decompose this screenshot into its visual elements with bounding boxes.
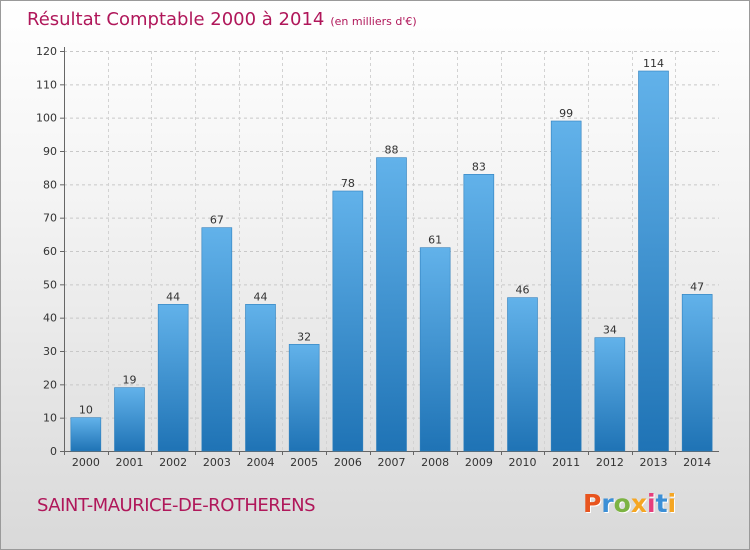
value-label-2006: 78 bbox=[341, 177, 355, 190]
y-tick-label: 40 bbox=[43, 312, 57, 325]
y-tick-label: 120 bbox=[36, 45, 57, 58]
x-tick-label-2012: 2012 bbox=[596, 456, 624, 469]
logo-letter: i bbox=[647, 489, 656, 518]
y-tick-label: 60 bbox=[43, 245, 57, 258]
value-label-2007: 88 bbox=[385, 144, 399, 157]
logo-letter: r bbox=[601, 489, 614, 518]
x-tick-label-2006: 2006 bbox=[334, 456, 362, 469]
x-tick-label-2003: 2003 bbox=[203, 456, 231, 469]
bar-2014 bbox=[681, 294, 713, 452]
value-label-2005: 32 bbox=[297, 330, 311, 343]
value-label-2002: 44 bbox=[166, 290, 180, 303]
value-label-2013: 114 bbox=[643, 57, 664, 70]
bars bbox=[70, 70, 713, 452]
value-label-2009: 83 bbox=[472, 160, 486, 173]
bar-2008 bbox=[419, 247, 451, 452]
y-tick-label: 80 bbox=[43, 178, 57, 191]
bar-2011 bbox=[550, 120, 582, 452]
value-label-2010: 46 bbox=[516, 284, 530, 297]
bar-2001 bbox=[114, 387, 145, 452]
value-label-2012: 34 bbox=[603, 324, 617, 337]
y-tick-label: 30 bbox=[43, 345, 57, 358]
x-tick-label-2013: 2013 bbox=[640, 456, 668, 469]
bar-2010 bbox=[507, 297, 538, 452]
x-tick-label-2005: 2005 bbox=[290, 456, 318, 469]
chart-title: Résultat Comptable 2000 à 2014 (en millie… bbox=[27, 9, 417, 30]
x-tick-label-2002: 2002 bbox=[159, 456, 187, 469]
y-tick-label: 50 bbox=[43, 278, 57, 291]
bar-2012 bbox=[594, 337, 626, 452]
value-label-2001: 19 bbox=[123, 374, 137, 387]
proxiti-logo: Proxiti bbox=[583, 489, 676, 518]
y-tick-label: 70 bbox=[43, 212, 57, 225]
bar-2006 bbox=[332, 190, 364, 452]
bar-2005 bbox=[288, 344, 320, 452]
value-label-2008: 61 bbox=[428, 234, 442, 247]
bar-2002 bbox=[157, 304, 189, 452]
logo-letter: x bbox=[630, 489, 647, 518]
value-label-2011: 99 bbox=[559, 107, 573, 120]
chart-title-text: Résultat Comptable 2000 à 2014 bbox=[27, 9, 325, 30]
x-tick-label-2007: 2007 bbox=[378, 456, 406, 469]
axes bbox=[60, 47, 719, 455]
value-label-2014: 47 bbox=[690, 280, 704, 293]
chart-subtitle: (en milliers d'€) bbox=[330, 15, 417, 28]
x-tick-label-2008: 2008 bbox=[421, 456, 449, 469]
y-tick-label: 100 bbox=[36, 112, 57, 125]
bar-2009 bbox=[463, 174, 495, 452]
bar-2013 bbox=[638, 70, 669, 452]
bar-2000 bbox=[70, 417, 102, 452]
y-tick-label: 10 bbox=[43, 412, 57, 425]
x-tick-label-2009: 2009 bbox=[465, 456, 493, 469]
logo-letter: P bbox=[583, 489, 602, 518]
y-tick-label: 20 bbox=[43, 378, 57, 391]
x-tick-label-2001: 2001 bbox=[116, 456, 144, 469]
labels: 0 10 20 30 40 50 60 70 80 90 100 110 120 10 2000 19 2001… bbox=[36, 45, 711, 469]
value-label-2000: 10 bbox=[79, 404, 93, 417]
value-label-2004: 44 bbox=[254, 290, 268, 303]
commune-name: SAINT-MAURICE-DE-ROTHERENS bbox=[37, 495, 316, 516]
bar-2003 bbox=[201, 227, 233, 452]
bar-2007 bbox=[376, 157, 407, 452]
x-tick-label-2000: 2000 bbox=[72, 456, 100, 469]
value-label-2003: 67 bbox=[210, 214, 224, 227]
y-tick-label: 90 bbox=[43, 145, 57, 158]
x-tick-label-2014: 2014 bbox=[683, 456, 711, 469]
logo-letter: i bbox=[667, 489, 677, 518]
x-tick-label-2004: 2004 bbox=[247, 456, 275, 469]
logo-letter: t bbox=[655, 489, 668, 518]
x-tick-label-2011: 2011 bbox=[552, 456, 580, 469]
y-tick-label: 0 bbox=[50, 445, 57, 458]
y-tick-label: 110 bbox=[36, 78, 57, 91]
x-tick-label-2010: 2010 bbox=[509, 456, 537, 469]
bar-2004 bbox=[245, 304, 276, 452]
logo-letter: o bbox=[613, 489, 631, 518]
